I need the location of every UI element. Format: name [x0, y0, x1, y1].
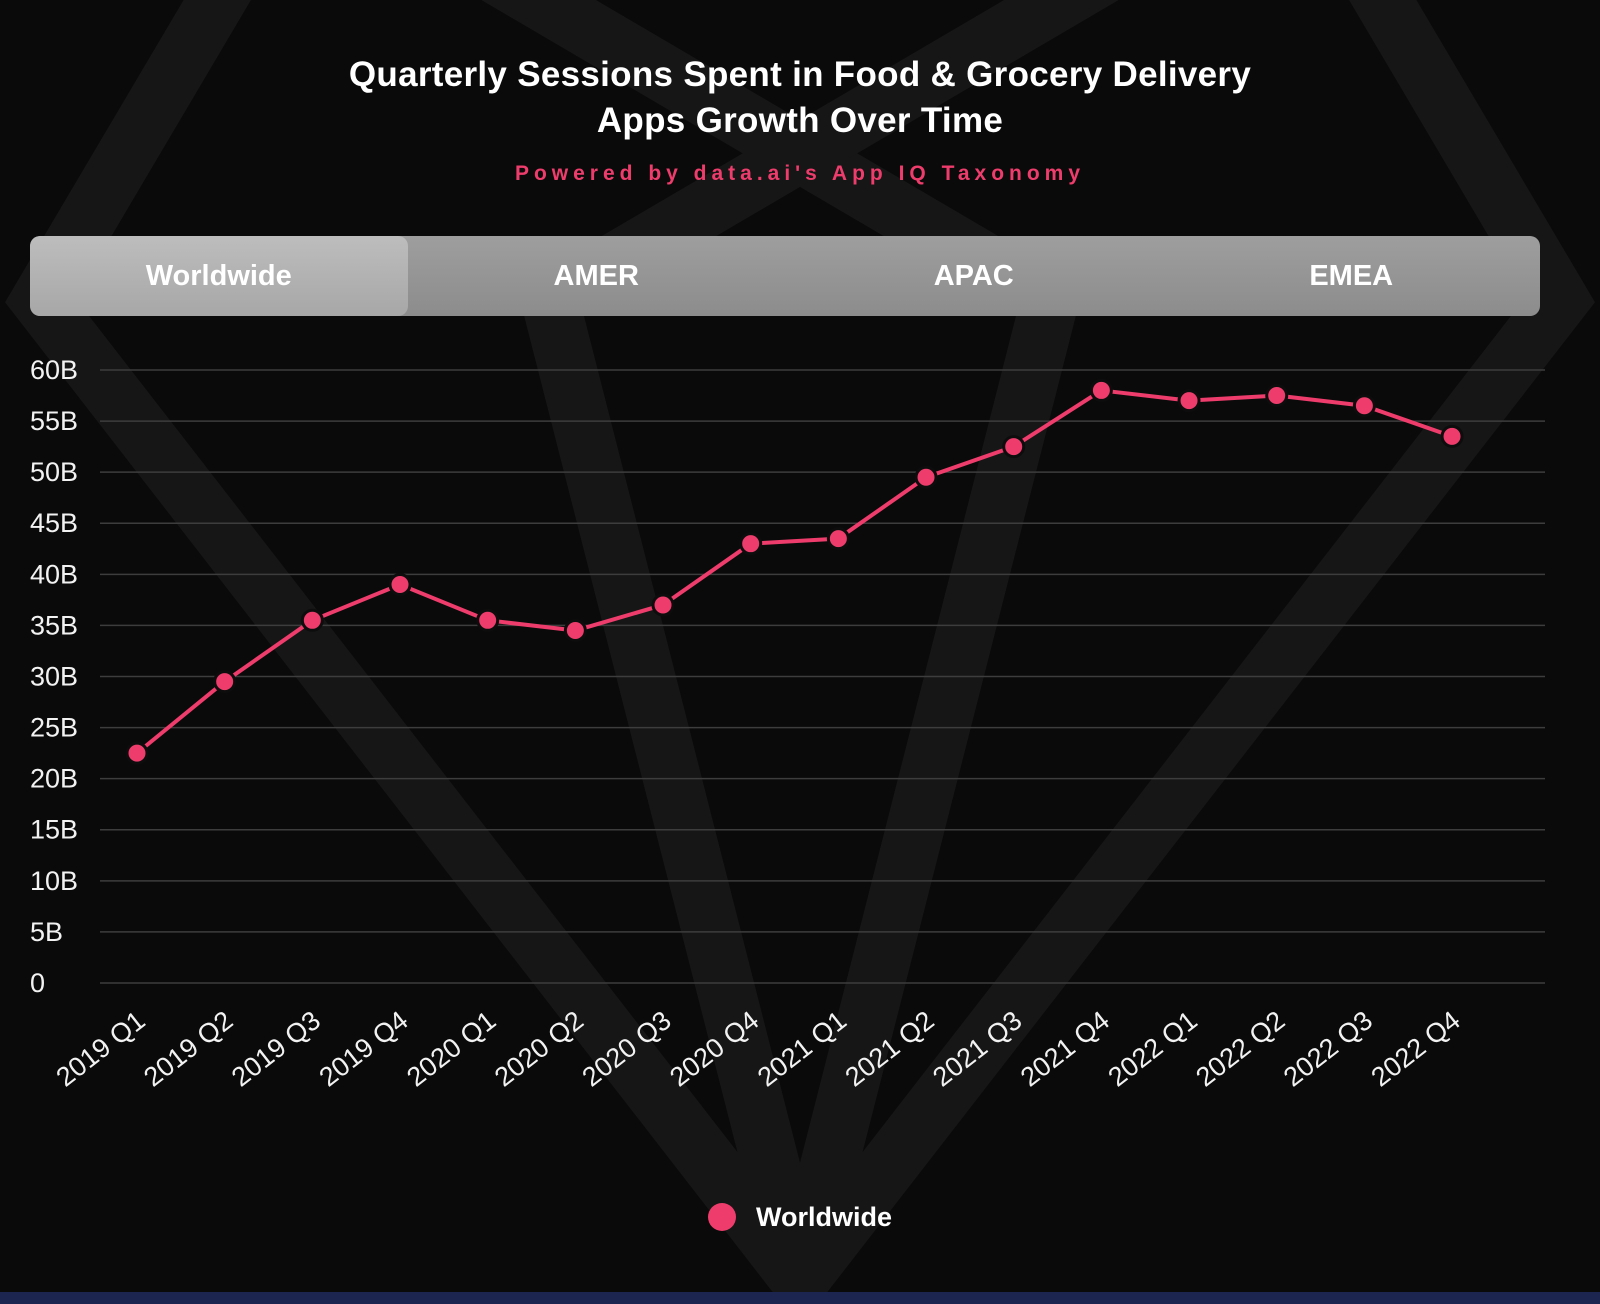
data-point[interactable]	[213, 670, 237, 694]
y-tick-label: 25B	[30, 713, 78, 743]
y-tick-label: 55B	[30, 406, 78, 436]
data-point[interactable]	[476, 608, 500, 632]
y-tick-label: 30B	[30, 661, 78, 691]
data-point[interactable]	[1177, 389, 1201, 413]
tab-amer[interactable]: AMER	[553, 259, 639, 292]
series-line-worldwide	[135, 388, 1453, 755]
data-point[interactable]	[563, 619, 587, 643]
x-tick-label: 2020 Q1	[401, 1005, 501, 1092]
x-tick-label: 2019 Q4	[314, 1005, 414, 1092]
data-point[interactable]	[300, 608, 324, 632]
x-tick-label: 2021 Q2	[840, 1005, 940, 1092]
chart-legend: Worldwide	[0, 1192, 1600, 1242]
data-point[interactable]	[1265, 384, 1289, 408]
data-point[interactable]	[1089, 378, 1113, 402]
x-tick-label: 2019 Q2	[138, 1005, 238, 1092]
gridlines	[100, 369, 1545, 984]
y-tick-label: 60B	[30, 355, 78, 385]
y-tick-label: 0	[30, 968, 45, 998]
y-tick-label: 50B	[30, 457, 78, 487]
powered-by-subtitle: Powered by data.ai's App IQ Taxonomy	[514, 162, 1086, 186]
data-point[interactable]	[651, 593, 675, 617]
data-point[interactable]	[125, 741, 149, 765]
x-tick-label: 2022 Q4	[1366, 1005, 1466, 1092]
page-title-line1: Quarterly Sessions Spent in Food & Groce…	[348, 55, 1252, 94]
x-tick-label: 2021 Q1	[752, 1005, 852, 1092]
data-point[interactable]	[1002, 435, 1026, 459]
x-tick-label: 2022 Q1	[1103, 1005, 1203, 1092]
legend-label-worldwide: Worldwide	[755, 1201, 892, 1232]
x-tick-label: 2021 Q4	[1015, 1005, 1115, 1092]
y-tick-label: 10B	[30, 866, 78, 896]
y-tick-label: 40B	[30, 559, 78, 589]
data-point[interactable]	[739, 532, 763, 556]
x-tick-label: 2020 Q2	[489, 1005, 589, 1092]
tab-worldwide[interactable]: Worldwide	[30, 236, 408, 316]
data-point[interactable]	[914, 465, 938, 489]
x-tick-label: 2020 Q4	[664, 1005, 764, 1092]
y-axis-labels: 0 5B 10B 15B 20B 25B 30B 35B 40B 45B 50B 55B 60B	[30, 355, 78, 998]
x-tick-label: 2022 Q2	[1190, 1005, 1290, 1092]
data-point[interactable]	[826, 527, 850, 551]
y-tick-label: 15B	[30, 815, 78, 845]
series-points	[125, 378, 1464, 765]
y-tick-label: 35B	[30, 610, 78, 640]
tab-apac[interactable]: APAC	[933, 259, 1014, 292]
data-point[interactable]	[1352, 394, 1376, 418]
chart-header: Quarterly Sessions Spent in Food & Groce…	[0, 52, 1600, 186]
data-point[interactable]	[388, 573, 412, 597]
y-tick-label: 20B	[30, 764, 78, 794]
y-tick-label: 5B	[30, 917, 63, 947]
data-point[interactable]	[1440, 424, 1464, 448]
x-tick-label: 2022 Q3	[1278, 1005, 1378, 1092]
page-title-line2: Apps Growth Over Time	[596, 101, 1004, 141]
tab-emea[interactable]: EMEA	[1309, 259, 1394, 292]
y-tick-label: 45B	[30, 508, 78, 538]
bottom-accent-bar	[0, 1292, 1600, 1304]
x-tick-label: 2020 Q3	[577, 1005, 677, 1092]
legend-swatch-worldwide	[707, 1203, 736, 1231]
x-tick-label: 2019 Q1	[51, 1005, 151, 1092]
x-tick-label: 2019 Q3	[226, 1005, 326, 1092]
region-tabbar: Worldwide AMER APAC EMEA	[30, 236, 1540, 316]
x-tick-label: 2021 Q3	[927, 1005, 1027, 1092]
